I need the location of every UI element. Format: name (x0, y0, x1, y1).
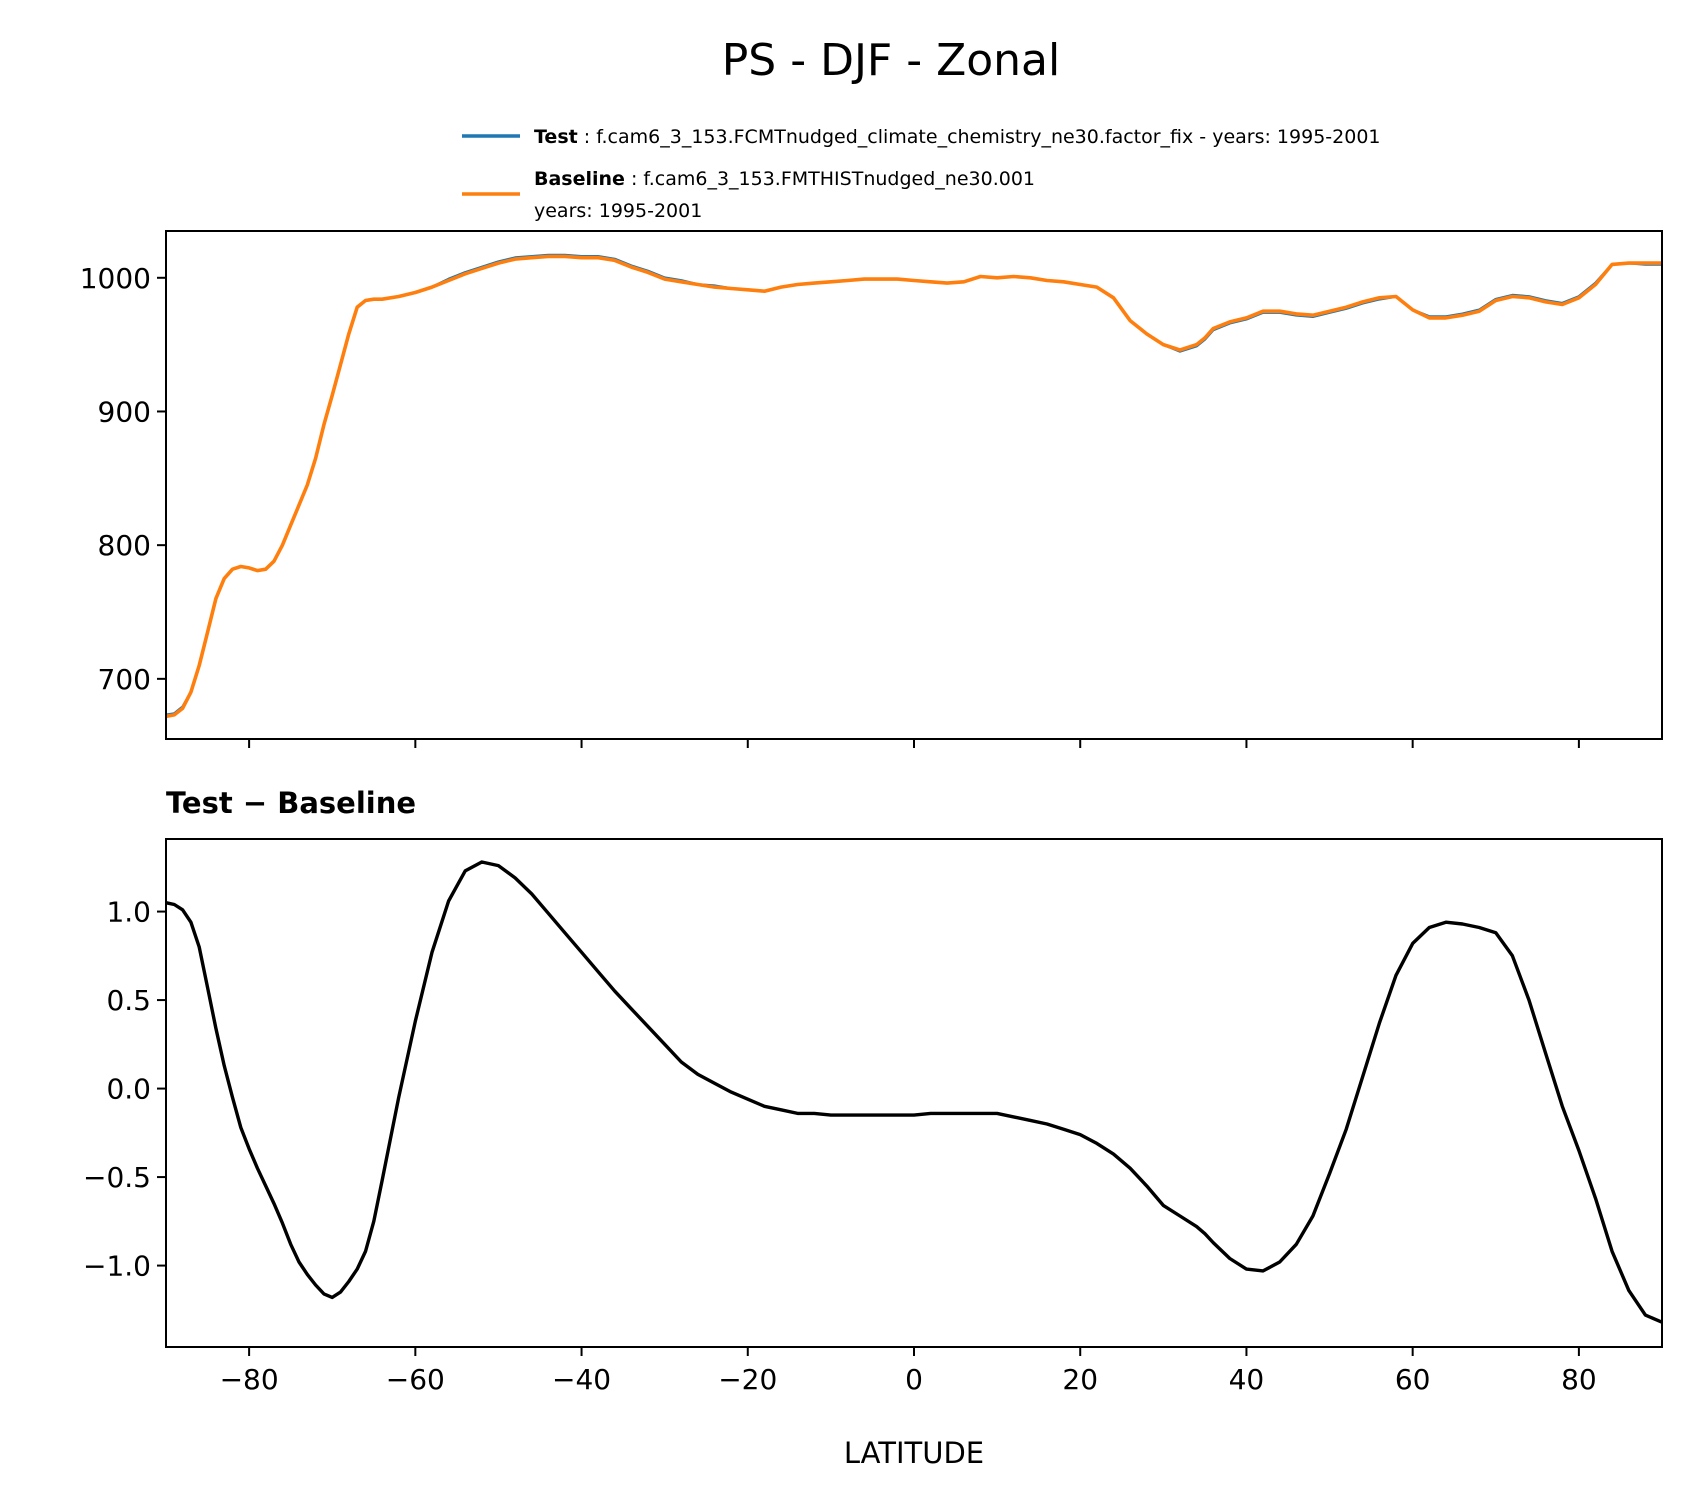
figure-title: PS - DJF - Zonal (722, 35, 1060, 86)
top-y-tick-label: 900 (98, 395, 151, 428)
bottom-y-ticks: −1.0 −0.5 0.0 0.5 1.0 (83, 896, 166, 1283)
legend-label-baseline-line2: years: 1995-2001 (534, 200, 702, 222)
bottom-x-tick-label: −20 (718, 1363, 777, 1396)
bottom-y-tick-label: −1.0 (83, 1250, 151, 1283)
bottom-y-tick-label: 1.0 (106, 896, 151, 929)
top-y-ticks: 700 800 900 1000 (80, 262, 166, 696)
bottom-x-tick-label: −80 (220, 1363, 279, 1396)
top-plot-area (166, 253, 1662, 719)
legend-name-test: Test (534, 126, 578, 148)
bottom-panel: Test − Baseline −1.0 −0.5 0.0 0.5 1.0 −80 −60… (83, 786, 1663, 1470)
bottom-x-tick-label: 20 (1062, 1363, 1098, 1396)
series-line-test (166, 253, 1662, 717)
series-line-baseline (166, 254, 1662, 719)
svg-text:Baseline : f.cam6_3_153.FMTHIS: Baseline : f.cam6_3_153.FMTHISTnudged_ne… (534, 168, 1035, 190)
top-panel: 700 800 900 1000 (80, 230, 1663, 748)
difference-subtitle: Test − Baseline (166, 786, 416, 820)
x-axis-label: LATITUDE (844, 1436, 984, 1470)
bottom-y-tick-label: −0.5 (83, 1161, 151, 1194)
legend-name-baseline: Baseline (534, 168, 625, 190)
bottom-x-tick-label: 60 (1395, 1363, 1431, 1396)
bottom-x-tick-label: 0 (905, 1363, 923, 1396)
bottom-y-tick-label: 0.5 (106, 984, 151, 1017)
top-y-tick-label: 800 (98, 529, 151, 562)
bottom-y-tick-label: 0.0 (106, 1073, 151, 1106)
legend-label-baseline: f.cam6_3_153.FMTHISTnudged_ne30.001 (643, 168, 1035, 190)
bottom-x-tick-label: −60 (386, 1363, 445, 1396)
top-axes-frame (165, 230, 1663, 740)
top-y-tick-label: 700 (98, 663, 151, 696)
legend: Test : f.cam6_3_153.FCMTnudged_climate_c… (462, 126, 1381, 222)
legend-label-test: f.cam6_3_153.FCMTnudged_climate_chemistr… (596, 126, 1380, 148)
top-x-ticks (248, 739, 1580, 748)
top-y-tick-label: 1000 (80, 262, 151, 295)
bottom-x-tick-label: −40 (552, 1363, 611, 1396)
bottom-axes-frame (165, 838, 1663, 1348)
bottom-plot-area (166, 860, 1662, 1324)
svg-text:Test : f.cam6_3_153.FCMTnudged: Test : f.cam6_3_153.FCMTnudged_climate_c… (534, 126, 1381, 148)
bottom-x-tick-label: 80 (1561, 1363, 1597, 1396)
bottom-x-ticks: −80 −60 −40 −20 0 20 40 60 80 (220, 1347, 1597, 1396)
series-line-test-baseline (166, 860, 1662, 1324)
bottom-x-tick-label: 40 (1229, 1363, 1265, 1396)
